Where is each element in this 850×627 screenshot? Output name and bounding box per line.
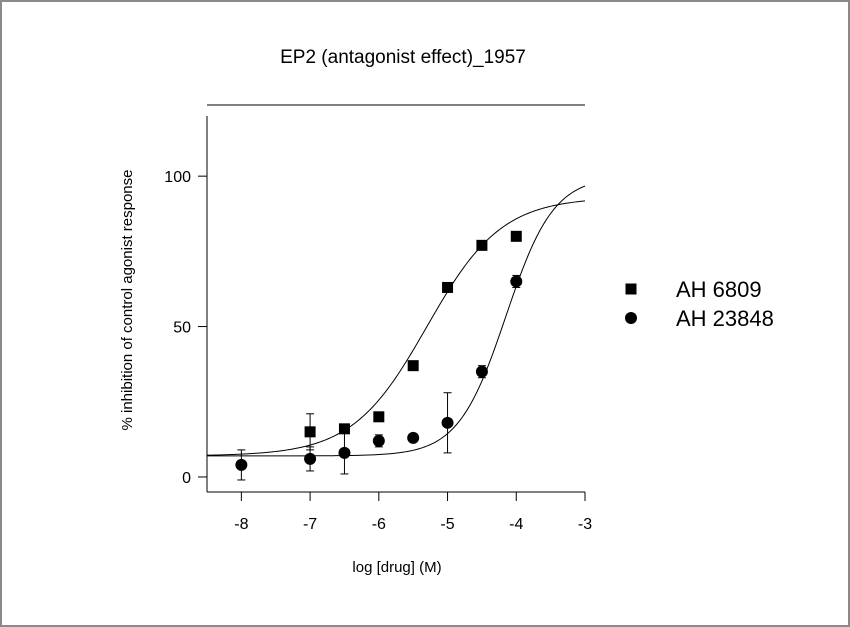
data-point-series-1 <box>475 365 488 378</box>
legend: AH 6809 AH 23848 <box>625 277 774 331</box>
x-tick-label: -4 <box>509 516 523 533</box>
data-point-series-1 <box>304 452 317 465</box>
x-axis-label: log [drug] (M) <box>352 559 441 576</box>
data-point-series-0 <box>442 281 454 293</box>
fit-curve-series-1 <box>207 185 586 457</box>
legend-square-marker <box>625 283 637 295</box>
y-ticks: 0 50 100 <box>164 169 207 487</box>
x-tick-label: -7 <box>303 516 317 533</box>
y-axis-label: % inhibition of control agonist response <box>119 170 136 431</box>
data-point-series-1 <box>235 458 248 471</box>
data-point-series-1 <box>441 416 454 429</box>
x-tick-label: -5 <box>440 516 454 533</box>
data-points <box>235 230 523 471</box>
legend-marker-ah-6809 <box>625 283 637 295</box>
x-ticks: -8 -7 -6 -5 -4 -3 <box>234 492 592 533</box>
fit-curve-series-0 <box>206 200 586 456</box>
y-tick-label: 0 <box>182 470 191 487</box>
legend-label-ah-23848: AH 23848 <box>676 306 774 331</box>
legend-label-ah-6809: AH 6809 <box>676 277 762 302</box>
error-bars <box>237 274 521 481</box>
data-point-series-1 <box>407 431 420 444</box>
x-tick-label: -3 <box>578 516 592 533</box>
data-point-series-1 <box>372 434 385 447</box>
data-point-series-1 <box>338 446 351 459</box>
data-point-series-0 <box>338 423 350 435</box>
y-tick-label: 100 <box>164 169 191 186</box>
chart-title: EP2 (antagonist effect)_1957 <box>280 47 526 68</box>
data-point-series-1 <box>510 275 523 288</box>
x-tick-label: -8 <box>234 516 248 533</box>
x-tick-label: -6 <box>372 516 386 533</box>
data-point-series-0 <box>407 360 419 372</box>
data-point-series-0 <box>373 411 385 423</box>
data-point-series-0 <box>510 230 522 242</box>
legend-marker-ah-23848 <box>625 312 637 324</box>
fit-curves <box>206 185 586 457</box>
data-point-series-0 <box>304 426 316 438</box>
data-point-series-0 <box>476 239 488 251</box>
y-tick-label: 50 <box>173 320 191 337</box>
legend-circle-marker <box>625 312 637 324</box>
